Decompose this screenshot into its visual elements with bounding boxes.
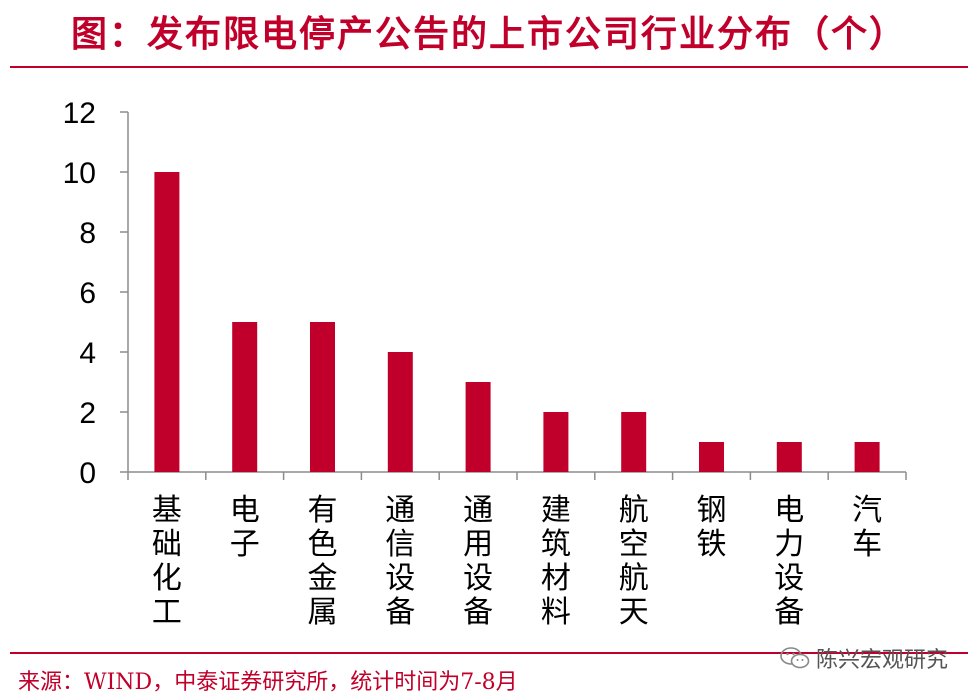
bar-0 — [154, 172, 180, 472]
bar-chart: 0 2 4 6 8 10 12 基础化工 电子 有色金属 通信设备 通用设备 建筑材料 航空航天 钢铁电力… — [63, 97, 907, 630]
bar-4 — [465, 382, 491, 472]
bar-7 — [699, 442, 724, 472]
watermark-text: 陈兴宏观研究 — [815, 648, 948, 673]
x-tick-label: 基础化工 — [152, 493, 182, 630]
x-tick-label: 汽车 — [852, 493, 882, 562]
x-tick-label: 通用设备 — [463, 493, 493, 630]
y-tick-label: 4 — [79, 337, 96, 370]
x-tick-label: 航空航天 — [619, 493, 649, 630]
bar-5 — [543, 412, 569, 472]
bar-2 — [310, 322, 335, 472]
bar-8 — [776, 442, 802, 472]
y-tick-label: 12 — [63, 97, 96, 130]
y-tick-label: 0 — [79, 457, 96, 490]
watermark: 陈兴宏观研究 — [780, 642, 948, 674]
x-axis — [127, 471, 907, 480]
source-note: 来源：WIND，中泰证券研究所，统计时间为7-8月 — [18, 670, 518, 695]
bar-9 — [854, 442, 880, 472]
x-tick-label: 电力设备 — [774, 493, 804, 630]
bar-6 — [621, 412, 647, 472]
bar-3 — [387, 352, 413, 472]
x-tick-label: 建筑材料 — [541, 493, 571, 630]
x-tick-label: 有色金属 — [308, 493, 338, 630]
wechat-icon — [780, 647, 810, 669]
title-divider — [10, 66, 968, 68]
footer-divider — [10, 652, 968, 654]
x-tick-label: 通信设备 — [385, 493, 415, 630]
bars — [154, 172, 880, 472]
y-tick-label: 6 — [79, 277, 96, 310]
y-tick-label: 8 — [79, 217, 96, 250]
x-tick-labels: 基础化工 电子 有色金属 通信设备 通用设备 建筑材料 航空航天 钢铁 电力设备 汽车 — [152, 493, 882, 630]
chart-title: 图：发布限电停产公告的上市公司行业分布（个） — [70, 13, 907, 55]
y-axis: 0 2 4 6 8 10 12 — [63, 97, 129, 490]
x-tick-label: 钢铁 — [697, 493, 727, 562]
bar-1 — [232, 322, 258, 472]
y-tick-label: 10 — [63, 157, 96, 190]
y-tick-label: 2 — [79, 397, 96, 430]
x-tick-label: 电子 — [230, 493, 260, 562]
